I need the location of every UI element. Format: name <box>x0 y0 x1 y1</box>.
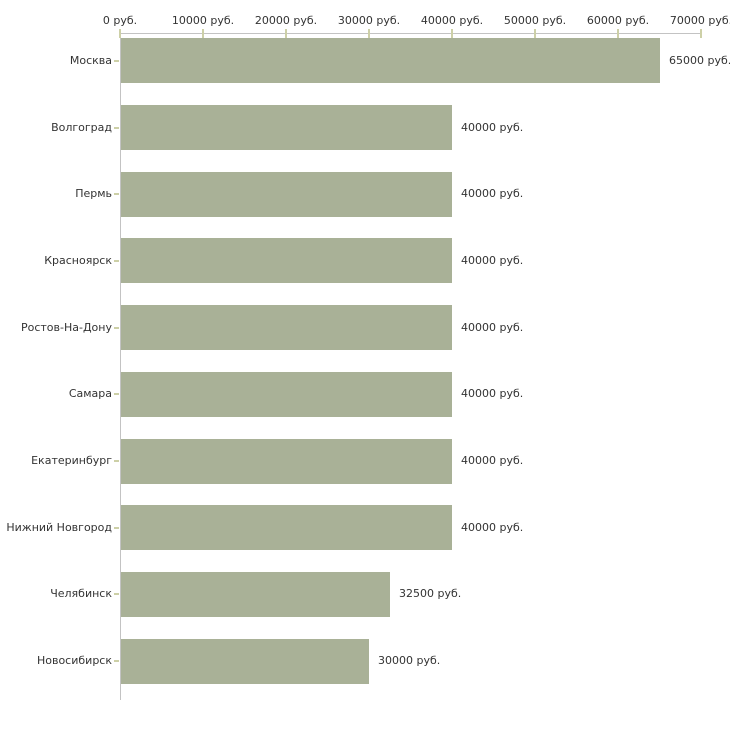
x-axis-tick <box>202 29 204 38</box>
value-label: 65000 руб. <box>669 53 730 67</box>
bar <box>121 371 452 417</box>
category-label: Пермь <box>75 187 112 201</box>
value-label: 32500 руб. <box>399 587 462 601</box>
bar <box>121 305 452 351</box>
x-axis-tick-label: 0 руб. <box>102 14 138 27</box>
category-label: Ростов-На-Дону <box>20 320 112 334</box>
value-label: 40000 руб. <box>461 454 524 467</box>
bar <box>121 638 369 684</box>
bar <box>121 105 452 150</box>
x-axis-tick <box>700 29 702 38</box>
x-axis-line <box>120 33 702 34</box>
x-axis-tick-label: 10000 руб. <box>171 14 235 27</box>
category-label: Новосибирск <box>36 654 112 668</box>
category-tick <box>114 259 119 262</box>
x-axis-tick <box>534 29 536 38</box>
bar <box>121 505 452 551</box>
category-label: Челябинск <box>50 587 112 601</box>
y-axis-line <box>120 33 121 700</box>
bar <box>121 571 390 617</box>
category-label: Самара <box>68 387 112 401</box>
category-tick <box>114 593 119 596</box>
value-label: 30000 руб. <box>378 654 441 668</box>
value-label: 40000 руб. <box>461 187 524 201</box>
bar <box>121 171 452 217</box>
category-label: Москва <box>69 53 112 67</box>
category-tick <box>114 59 119 62</box>
value-label: 40000 руб. <box>461 320 524 334</box>
value-label: 40000 руб. <box>461 520 524 534</box>
x-axis-tick <box>368 29 370 38</box>
value-label: 40000 руб. <box>461 387 524 401</box>
x-axis-tick <box>451 29 453 38</box>
value-label: 40000 руб. <box>461 253 524 267</box>
category-label: Красноярск <box>44 253 112 267</box>
x-axis-tick-label: 60000 руб. <box>586 14 650 27</box>
x-axis-tick-label: 70000 руб. <box>669 14 730 27</box>
category-tick <box>114 460 119 462</box>
x-axis-tick-label: 30000 руб. <box>337 14 401 27</box>
category-tick <box>114 393 119 396</box>
category-label: Волгоград <box>51 120 112 134</box>
bar <box>121 38 660 84</box>
bar <box>121 438 452 484</box>
category-tick <box>114 326 119 329</box>
category-tick <box>114 526 119 529</box>
x-axis-tick-label: 50000 руб. <box>503 14 567 27</box>
x-axis-tick-label: 20000 руб. <box>254 14 318 27</box>
category-tick <box>114 193 119 196</box>
category-tick <box>114 660 119 663</box>
x-axis-tick <box>285 29 287 38</box>
x-axis-tick <box>617 29 619 38</box>
category-tick <box>114 126 119 129</box>
category-label: Нижний Новгород <box>6 520 112 534</box>
value-label: 40000 руб. <box>461 120 524 134</box>
x-axis-tick <box>119 29 121 38</box>
bar <box>121 238 452 284</box>
x-axis-tick-label: 40000 руб. <box>420 14 484 27</box>
category-label: Екатеринбург <box>31 454 112 467</box>
